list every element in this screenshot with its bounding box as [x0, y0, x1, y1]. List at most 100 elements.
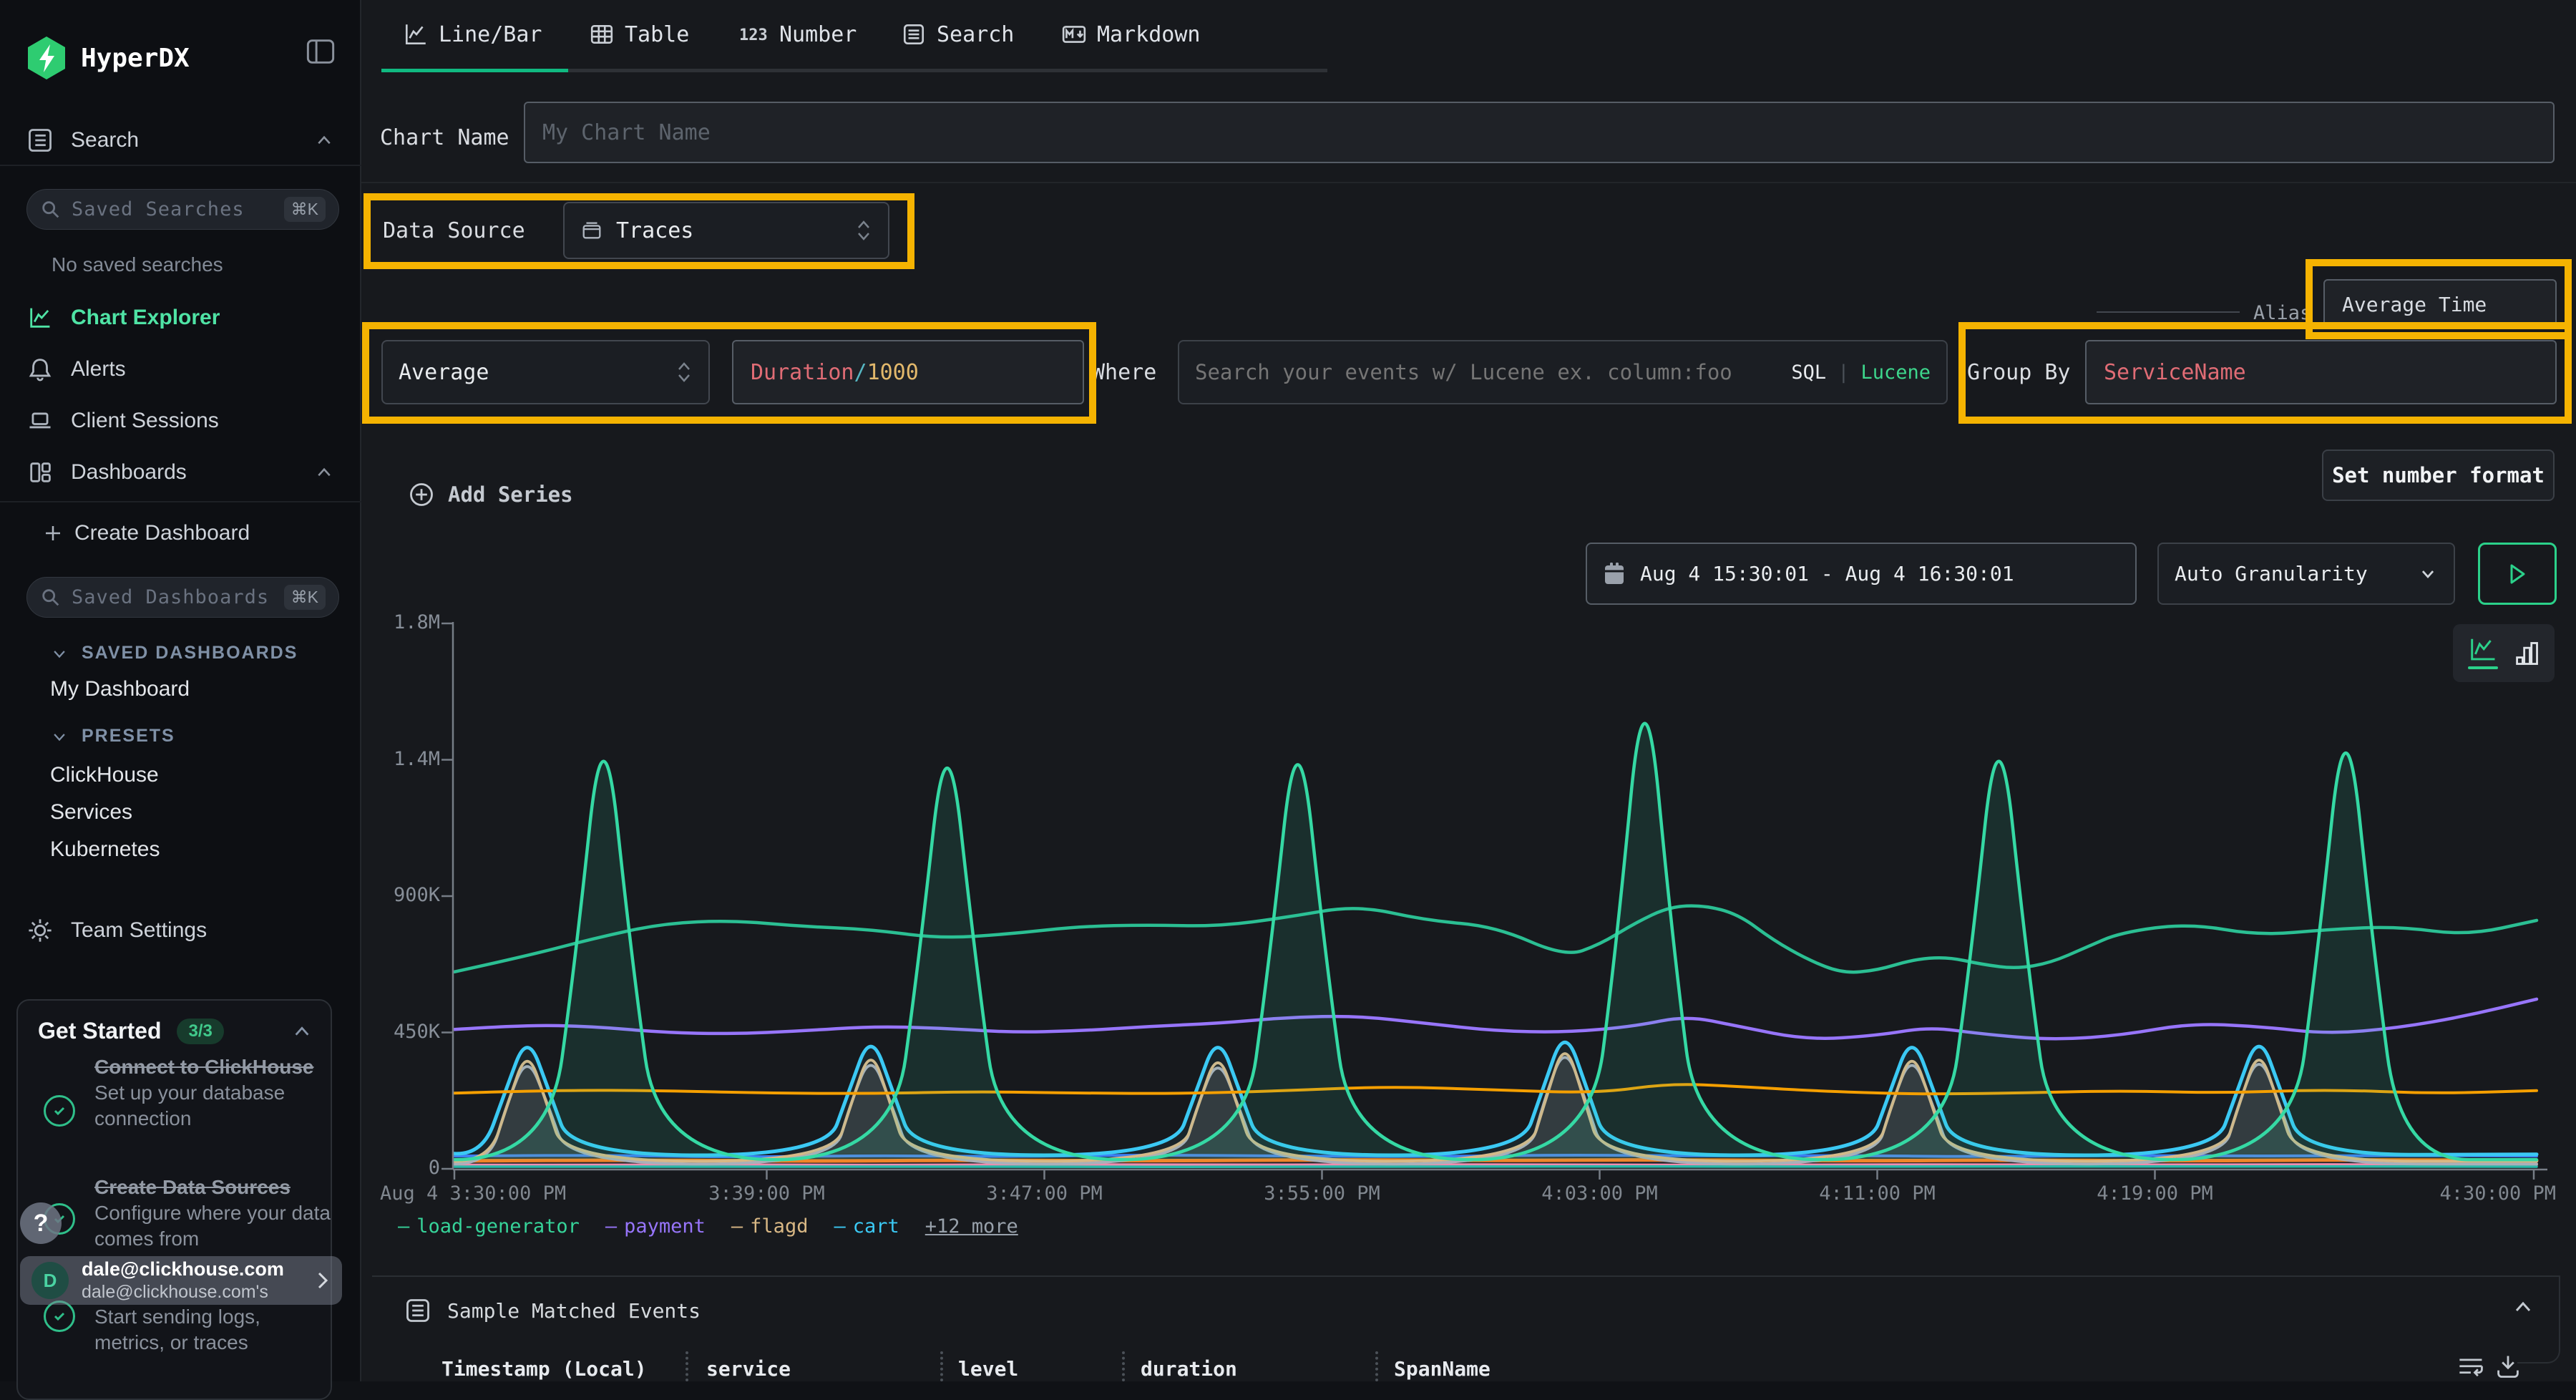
where-label: Where	[1092, 360, 1157, 385]
tab-label: Number	[779, 21, 857, 47]
sample-events-title: Sample Matched Events	[447, 1298, 701, 1323]
group-by-input[interactable]: ServiceName	[2085, 340, 2557, 404]
sidebar-item-my-dashboard[interactable]: My Dashboard	[50, 677, 190, 701]
add-series-label: Add Series	[448, 482, 573, 507]
column-header-spanname[interactable]: SpanName	[1394, 1357, 1491, 1381]
get-started-item-desc: Set up your database connection	[94, 1081, 286, 1129]
set-number-format-button[interactable]: Set number format	[2322, 449, 2555, 501]
saved-dashboards-group[interactable]: SAVED DASHBOARDS	[50, 643, 298, 663]
x-tick-label: 4:03:00 PM	[1541, 1182, 1658, 1205]
group-by-value: ServiceName	[2104, 359, 2246, 385]
tab-search[interactable]: Search	[901, 21, 1014, 47]
column-header-duration[interactable]: duration	[1141, 1357, 1237, 1381]
tab-table[interactable]: Table	[589, 21, 689, 47]
chevron-up-icon[interactable]	[291, 1022, 313, 1041]
tab-line-bar[interactable]: Line/Bar	[403, 21, 542, 47]
aggregation-value: Average	[399, 359, 489, 385]
granularity-select[interactable]: Auto Granularity	[2157, 543, 2455, 605]
legend-item[interactable]: — load-generator	[398, 1215, 580, 1238]
sidebar-section-dashboards[interactable]: Dashboards	[0, 455, 361, 490]
legend-label: cart	[852, 1215, 899, 1238]
column-separator[interactable]	[1375, 1351, 1378, 1381]
sidebar-item-services[interactable]: Services	[50, 800, 133, 824]
sidebar-item-clickhouse[interactable]: ClickHouse	[50, 763, 159, 787]
sidebar-section-search[interactable]: Search	[0, 123, 361, 157]
check-circle-icon	[44, 1301, 75, 1332]
set-number-format-label: Set number format	[2332, 463, 2545, 487]
sample-events-header[interactable]: Sample Matched Events	[404, 1297, 701, 1324]
column-separator[interactable]	[686, 1351, 688, 1381]
chart-name-input[interactable]	[542, 120, 2536, 145]
saved-dashboards-input[interactable]: Saved Dashboards ⌘K	[26, 577, 339, 618]
column-header-timestamp[interactable]: Timestamp (Local)	[441, 1357, 647, 1381]
date-range-picker[interactable]: Aug 4 15:30:01 - Aug 4 16:30:01	[1586, 543, 2137, 605]
markdown-icon	[1062, 26, 1086, 43]
play-icon	[2510, 564, 2525, 583]
data-source-select[interactable]: Traces	[563, 202, 889, 259]
get-started-item[interactable]: Create Data Sources Configure where your…	[94, 1175, 331, 1252]
legend-item[interactable]: — payment	[605, 1215, 706, 1238]
x-tick-label: 4:11:00 PM	[1819, 1182, 1936, 1205]
sidebar-item-team-settings[interactable]: Team Settings	[0, 913, 361, 948]
x-tick-label: 4:30:00 PM	[2439, 1182, 2556, 1205]
get-started-item[interactable]: Connect to ClickHouse Set up your databa…	[94, 1054, 331, 1132]
get-started-item[interactable]: Start sending logs, metrics, or traces	[94, 1304, 331, 1356]
collapse-section-icon[interactable]	[2510, 1297, 2536, 1317]
user-email-sub: dale@clickhouse.com's	[82, 1282, 268, 1302]
presets-group[interactable]: PRESETS	[50, 726, 175, 747]
add-series-button[interactable]: Add Series	[408, 481, 573, 508]
column-separator[interactable]	[1122, 1351, 1125, 1381]
panel-corner	[2517, 1275, 2560, 1363]
sidebar-item-chart-explorer[interactable]: Chart Explorer	[0, 301, 361, 335]
data-source-label: Data Source	[383, 218, 525, 243]
help-button[interactable]: ?	[20, 1202, 62, 1244]
sidebar-item-client-sessions[interactable]: Client Sessions	[0, 404, 361, 438]
chart-type-toggle	[2453, 624, 2555, 682]
wrap-lines-icon[interactable]	[2457, 1356, 2486, 1380]
group-by-label: Group By	[1967, 360, 2071, 385]
run-query-button[interactable]	[2478, 543, 2557, 605]
laptop-icon	[29, 412, 51, 429]
where-search-input[interactable]	[1195, 360, 1789, 384]
expression-input[interactable]: Duration/1000	[732, 340, 1084, 404]
legend-label: payment	[624, 1215, 706, 1238]
lucene-mode-toggle[interactable]: Lucene	[1860, 361, 1931, 384]
tab-markdown[interactable]: Markdown	[1061, 21, 1201, 47]
legend-item[interactable]: — cart	[834, 1215, 899, 1238]
saved-searches-input[interactable]: Saved Searches ⌘K	[26, 189, 339, 230]
logo[interactable]: HyperDX	[26, 36, 190, 80]
chart-name-label: Chart Name	[380, 125, 509, 150]
legend-more-link[interactable]: +12 more	[924, 1215, 1018, 1238]
line-view-icon	[2471, 638, 2495, 661]
download-icon[interactable]	[2494, 1353, 2522, 1380]
sidebar-item-kubernetes[interactable]: Kubernetes	[50, 837, 160, 861]
chart-line-gray-spikes	[453, 1056, 2538, 1166]
sql-mode-toggle[interactable]: SQL	[1791, 361, 1827, 384]
legend-item[interactable]: — flagd	[731, 1215, 809, 1238]
line-view-toggle[interactable]	[2468, 637, 2498, 669]
x-tick-label: Aug 4 3:30:00 PM	[380, 1182, 567, 1205]
bar-view-toggle-icon[interactable]	[2514, 640, 2540, 667]
user-account-chip[interactable]: D dale@clickhouse.com dale@clickhouse.co…	[20, 1256, 342, 1305]
column-header-service[interactable]: service	[706, 1357, 791, 1381]
legend-dash: —	[398, 1215, 410, 1238]
sidebar-item-alerts[interactable]: Alerts	[0, 352, 361, 387]
aggregation-select[interactable]: Average	[381, 340, 710, 404]
traces-source-icon	[582, 222, 601, 239]
chart-line-green-spikes	[452, 721, 2539, 1162]
create-dashboard-button[interactable]: Create Dashboard	[43, 521, 250, 545]
y-tick-label: 450K	[393, 1020, 440, 1043]
collapse-sidebar-icon[interactable]	[306, 39, 335, 64]
column-header-level[interactable]: level	[958, 1357, 1019, 1381]
search-icon	[42, 200, 59, 218]
tab-number[interactable]: 123 Number	[738, 21, 857, 47]
tab-label: Markdown	[1097, 21, 1201, 47]
column-separator[interactable]	[940, 1351, 943, 1381]
expression-number: 1000	[867, 359, 919, 385]
cmd-k-shortcut: ⌘K	[283, 585, 326, 610]
presets-header: PRESETS	[82, 726, 175, 746]
alias-input[interactable]	[2342, 292, 2538, 316]
get-started-card: Get Started 3/3 Connect to ClickHouse Se…	[16, 999, 332, 1400]
